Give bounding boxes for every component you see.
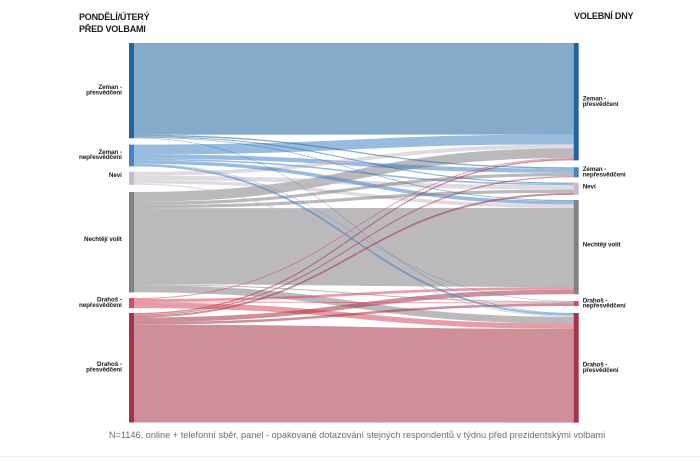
svg-text:přesvědčení: přesvědčení xyxy=(583,367,619,374)
svg-text:Zeman -: Zeman - xyxy=(98,149,121,156)
svg-text:Drahoš -: Drahoš - xyxy=(97,296,122,303)
svg-text:nepřesvědčení: nepřesvědčení xyxy=(79,302,122,309)
svg-text:Drahoš -: Drahoš - xyxy=(583,297,608,304)
svg-text:Drahoš -: Drahoš - xyxy=(97,361,122,368)
svg-text:nepřesvědčení: nepřesvědčení xyxy=(79,154,122,161)
svg-text:Neví: Neví xyxy=(109,172,122,179)
svg-text:přesvědčení: přesvědčení xyxy=(86,366,122,373)
svg-text:Drahoš -: Drahoš - xyxy=(583,362,608,369)
svg-text:Nechtějí volit: Nechtějí volit xyxy=(84,236,123,243)
svg-text:nepřesvědčení: nepřesvědčení xyxy=(583,303,626,310)
svg-text:nepřesvědčení: nepřesvědčení xyxy=(583,172,626,179)
svg-text:Nechtějí volit: Nechtějí volit xyxy=(583,242,622,249)
svg-text:Neví: Neví xyxy=(583,183,596,190)
svg-text:přesvědčení: přesvědčení xyxy=(583,101,619,108)
svg-text:Zeman -: Zeman - xyxy=(583,96,606,103)
svg-text:Zeman -: Zeman - xyxy=(98,84,121,91)
svg-text:přesvědčení: přesvědčení xyxy=(86,89,122,96)
svg-text:Zeman -: Zeman - xyxy=(583,166,606,173)
